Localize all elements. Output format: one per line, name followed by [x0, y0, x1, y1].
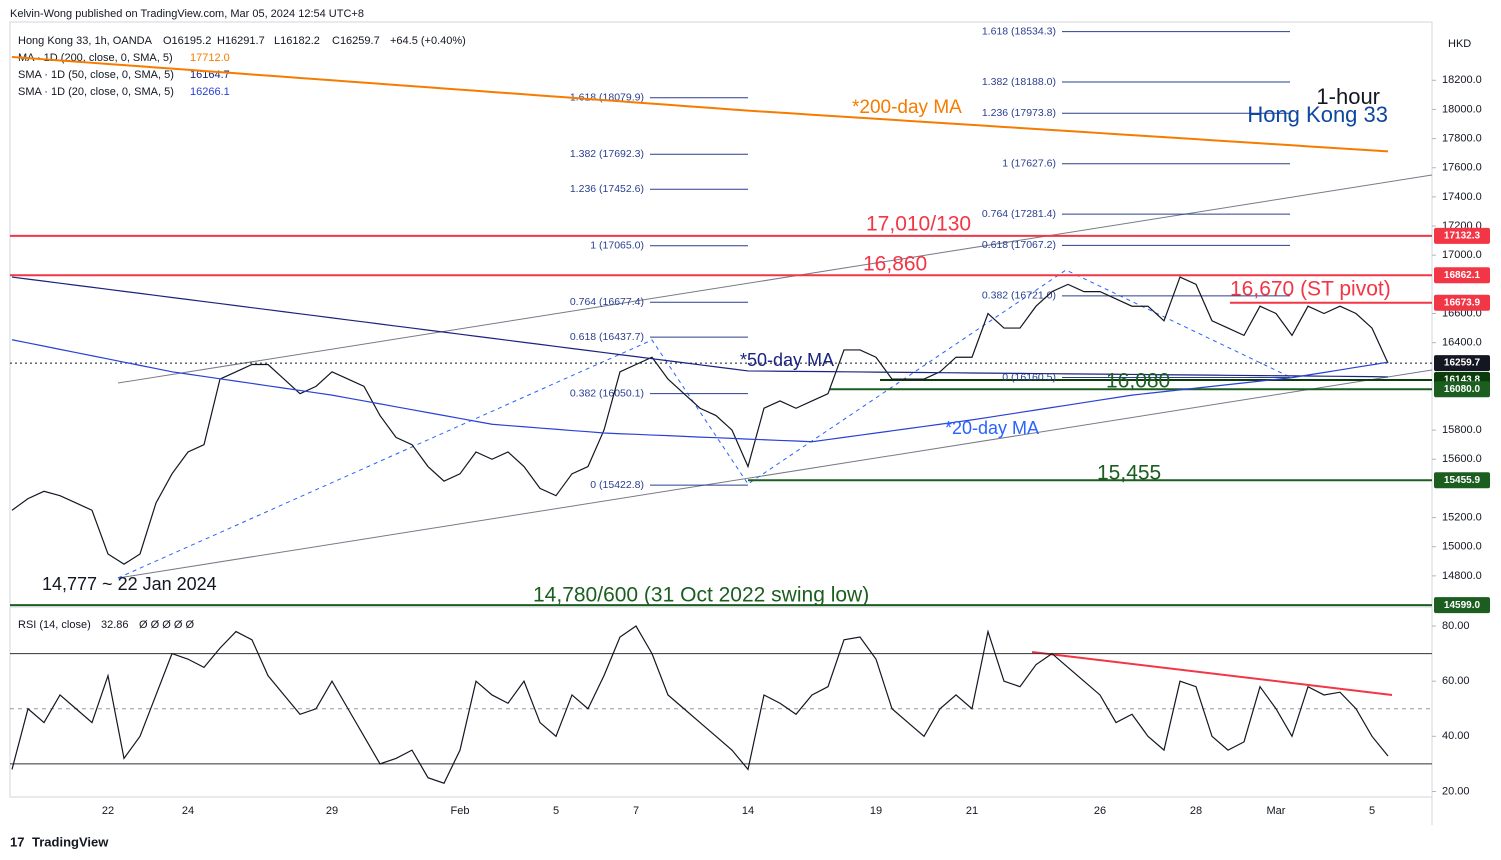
- y-tick-label: 40.00: [1442, 730, 1470, 742]
- annotation: 15,455: [1097, 462, 1161, 485]
- level-label: 16080.0: [1444, 384, 1481, 395]
- y-tick-label: 18200.0: [1442, 74, 1482, 86]
- legend-entry: SMA · 1D (20, close, 0, SMA, 5): [18, 86, 174, 98]
- fib-label: 0 (16160.5): [1002, 371, 1056, 383]
- y-tick-label: 15000.0: [1442, 541, 1482, 553]
- annotation: *50-day MA: [740, 350, 834, 370]
- fib-label: 1.618 (18079.9): [570, 92, 644, 104]
- annotation: 17,010/130: [866, 213, 971, 236]
- x-tick-label: 5: [553, 805, 559, 817]
- ma-line: [11, 55, 1389, 153]
- price-line: [11, 625, 1389, 784]
- y-tick-label: 60.00: [1442, 675, 1470, 687]
- fib-label: 0.382 (16721.0): [982, 290, 1056, 302]
- annotation: 14,777 ~ 22 Jan 2024: [42, 574, 217, 594]
- rsi-trendline: [1031, 651, 1393, 696]
- fib-label: 0.764 (16677.4): [570, 296, 644, 308]
- y-tick-label: 15200.0: [1442, 511, 1482, 523]
- level-label: 16143.8: [1444, 375, 1481, 386]
- x-tick-label: 5: [1369, 805, 1375, 817]
- fib-label: 1.618 (18534.3): [982, 25, 1056, 37]
- level-label: 17132.3: [1444, 231, 1481, 242]
- close: C16259.7: [332, 35, 380, 47]
- y-tick-label: 17000.0: [1442, 249, 1482, 261]
- annotation: 16,080: [1106, 370, 1170, 393]
- y-tick-label: 14800.0: [1442, 570, 1482, 582]
- level-tag: [1434, 227, 1490, 244]
- chart-subtitle: Hong Kong 33: [1247, 102, 1388, 127]
- y-tick-label: 18000.0: [1442, 103, 1482, 115]
- level-label: 16862.1: [1444, 270, 1481, 281]
- rsi-value: 32.86: [101, 619, 129, 631]
- open: O16195.2: [163, 35, 211, 47]
- price-line: [11, 276, 1389, 565]
- x-tick-label: 22: [102, 805, 114, 817]
- trendline: [117, 369, 1433, 579]
- x-tick-label: 14: [742, 805, 754, 817]
- currency: HKD: [1448, 38, 1471, 50]
- y-tick-label: 15600.0: [1442, 453, 1482, 465]
- level-label: 15455.9: [1444, 475, 1481, 486]
- level-label: 14599.0: [1444, 600, 1481, 611]
- level-tag: [1434, 294, 1490, 311]
- x-tick-label: 21: [966, 805, 978, 817]
- x-tick-label: 7: [633, 805, 639, 817]
- level-tag: [1434, 597, 1490, 614]
- x-tick-label: Mar: [1267, 805, 1286, 817]
- y-tick-label: 80.00: [1442, 620, 1470, 632]
- legend-entry: SMA · 1D (50, close, 0, SMA, 5): [18, 69, 174, 81]
- level-tag: [1434, 472, 1490, 489]
- x-tick-label: 26: [1094, 805, 1106, 817]
- ma-line: [11, 276, 1389, 378]
- fib-label: 0 (15422.8): [590, 479, 644, 491]
- annotation: 16,860: [863, 253, 927, 276]
- x-tick-label: 29: [326, 805, 338, 817]
- fib-label: 1.382 (17692.3): [570, 148, 644, 160]
- level-tag: [1434, 381, 1490, 398]
- y-tick-label: 20.00: [1442, 785, 1470, 797]
- y-tick-label: 17600.0: [1442, 162, 1482, 174]
- x-tick-label: Feb: [451, 805, 470, 817]
- chart-title: 1-hour: [1316, 84, 1380, 109]
- annotation: 14,780/600 (31 Oct 2022 swing low): [533, 584, 869, 607]
- y-tick-label: 17800.0: [1442, 133, 1482, 145]
- fib-label: 1.236 (17973.8): [982, 107, 1056, 119]
- fib-label: 1 (17065.0): [590, 240, 644, 252]
- fib-label: 1.382 (18188.0): [982, 76, 1056, 88]
- fib-label: 0.618 (16437.7): [570, 331, 644, 343]
- level-tag: [1434, 355, 1490, 372]
- legend-value: 17712.0: [190, 52, 230, 64]
- footer-logo: 17: [10, 834, 24, 849]
- trendline: [117, 174, 1433, 384]
- fib-label: 0.382 (16050.1): [570, 387, 644, 399]
- y-tick-label: 15800.0: [1442, 424, 1482, 436]
- fib-label: 0.618 (17067.2): [982, 239, 1056, 251]
- footer-brand: TradingView: [32, 834, 109, 849]
- x-tick-label: 24: [182, 805, 194, 817]
- ma-line: [11, 339, 1389, 443]
- rsi-extras: Ø Ø Ø Ø Ø: [139, 619, 194, 631]
- y-tick-label: 17400.0: [1442, 191, 1482, 203]
- y-tick-label: 16400.0: [1442, 337, 1482, 349]
- level-tag: [1434, 267, 1490, 284]
- low: L16182.2: [274, 35, 320, 47]
- legend-value: 16266.1: [190, 86, 230, 98]
- change: +64.5 (+0.40%): [390, 35, 466, 47]
- fib-label: 1.236 (17452.6): [570, 183, 644, 195]
- high: H16291.7: [217, 35, 265, 47]
- publisher: Kelvin-Wong published on TradingView.com…: [10, 8, 364, 20]
- symbol: Hong Kong 33, 1h, OANDA: [18, 35, 153, 47]
- fib-label: 0.764 (17281.4): [982, 208, 1056, 220]
- rsi-name: RSI (14, close): [18, 619, 91, 631]
- x-tick-label: 19: [870, 805, 882, 817]
- annotation: *20-day MA: [945, 418, 1039, 438]
- x-tick-label: 28: [1190, 805, 1202, 817]
- annotation: 16,670 (ST pivot): [1230, 278, 1391, 301]
- level-label: 16673.9: [1444, 297, 1481, 308]
- level-label: 16259.7: [1444, 358, 1481, 369]
- fib-label: 1 (17627.6): [1002, 158, 1056, 170]
- annotation: *200-day MA: [852, 97, 962, 118]
